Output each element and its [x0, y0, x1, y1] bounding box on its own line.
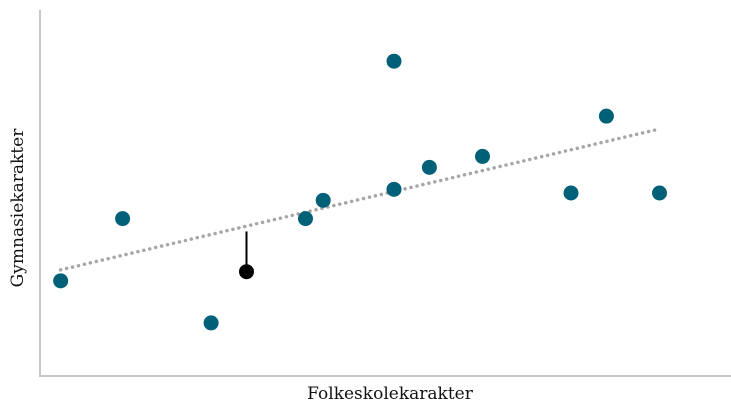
data-point-10: [563, 185, 579, 201]
data-point-11: [598, 108, 614, 124]
x-axis-label: Folkeskolekarakter: [307, 384, 474, 401]
trendline-group: [58, 127, 662, 272]
data-point-3: [203, 315, 219, 331]
highlighted-data-point: [239, 264, 254, 280]
data-point-7: [386, 181, 402, 197]
data-point-8: [421, 159, 437, 175]
data-point-5: [315, 192, 331, 208]
trendline: [58, 127, 662, 272]
points-group: [53, 53, 667, 331]
data-point-1: [53, 273, 69, 289]
data-point-4: [298, 211, 313, 227]
y-axis-label: Gymnasiekarakter: [8, 128, 28, 288]
data-point-2: [115, 211, 131, 227]
data-point-6: [386, 53, 402, 69]
data-point-9: [475, 148, 490, 164]
data-point-12: [652, 185, 667, 201]
